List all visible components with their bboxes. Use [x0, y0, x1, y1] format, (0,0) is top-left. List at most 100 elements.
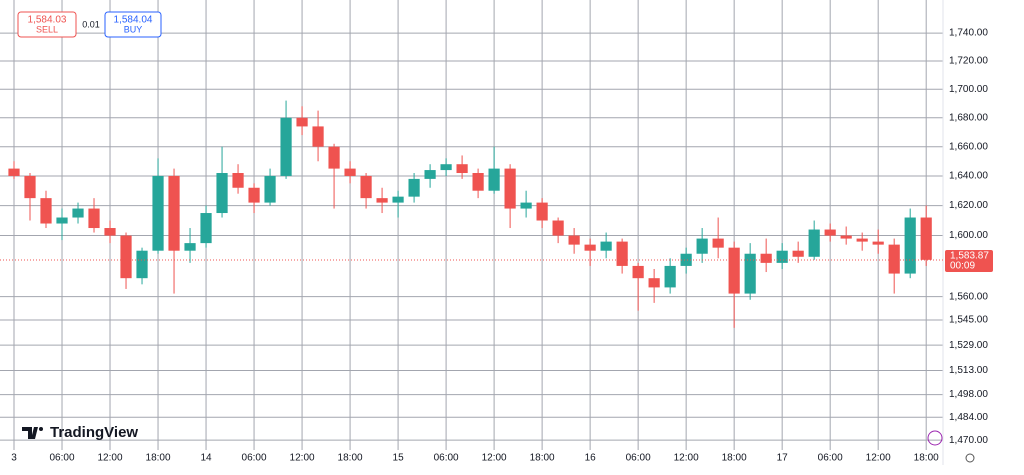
candle-body: [792, 250, 804, 257]
candle-body: [248, 187, 260, 203]
alert-icon[interactable]: [927, 430, 943, 446]
y-tick-label: 1,660.00: [949, 141, 988, 152]
candle-body: [8, 168, 20, 176]
y-tick-label: 1,529.00: [949, 340, 988, 351]
candle-body: [392, 196, 404, 203]
candle-body: [184, 243, 196, 251]
candle-body: [728, 247, 740, 294]
candle-body: [632, 265, 644, 279]
candle-body: [696, 238, 708, 254]
x-tick-label: 18:00: [146, 453, 171, 464]
candle-body: [808, 229, 820, 257]
candle-body: [856, 238, 868, 242]
y-tick-label: 1,620.00: [949, 200, 988, 211]
x-tick-label: 18:00: [914, 453, 939, 464]
candle-body: [648, 278, 660, 288]
candle-body: [456, 164, 468, 174]
candle-body: [312, 126, 324, 147]
buy-label: BUY: [124, 24, 143, 34]
y-tick-label: 1,513.00: [949, 365, 988, 376]
candle-body: [568, 235, 580, 245]
x-tick-label: 12:00: [674, 453, 699, 464]
candle-body: [376, 198, 388, 203]
candle-body: [88, 208, 100, 229]
candle-body: [440, 164, 452, 171]
y-tick-label: 1,740.00: [949, 28, 988, 39]
candle-body: [104, 228, 116, 236]
candle-body: [24, 175, 36, 199]
buy-price: 1,584.04: [114, 15, 153, 26]
y-tick-label: 1,640.00: [949, 171, 988, 182]
candle-body: [680, 253, 692, 266]
candle-body: [504, 168, 516, 209]
logo-icon: [22, 427, 38, 439]
candle-body: [776, 250, 788, 263]
candle-body: [296, 117, 308, 127]
candle-body: [552, 220, 564, 236]
x-tick-label: 12:00: [866, 453, 891, 464]
candle-body: [600, 241, 612, 251]
sell-price: 1,584.03: [28, 15, 67, 26]
brand: TradingView: [22, 424, 138, 441]
y-tick-label: 1,484.00: [949, 412, 988, 423]
x-tick-label: 18:00: [722, 453, 747, 464]
candle-body: [712, 238, 724, 248]
y-tick-label: 1,498.00: [949, 389, 988, 400]
y-tick-label: 1,560.00: [949, 291, 988, 302]
countdown: 00:09: [950, 261, 975, 272]
x-tick-label: 18:00: [530, 453, 555, 464]
x-tick-label: 3: [11, 453, 17, 464]
y-tick-label: 1,545.00: [949, 315, 988, 326]
settings-icon[interactable]: [965, 453, 975, 463]
x-tick-label: 06:00: [626, 453, 651, 464]
last-price-tag: [945, 250, 993, 273]
spread: 0.01: [82, 19, 100, 29]
candle-body: [72, 208, 84, 218]
candle-body: [520, 202, 532, 209]
x-tick-label: 12:00: [290, 453, 315, 464]
x-tick-label: 12:00: [482, 453, 507, 464]
candle-body: [584, 244, 596, 251]
candle-body: [40, 198, 52, 224]
trade-panel: 1,584.03 SELL 0.01 1,584.04 BUY: [17, 11, 162, 38]
candle-body: [744, 253, 756, 294]
candle-body: [904, 217, 916, 274]
last-price-label: 1,583.87: [950, 251, 989, 262]
candle-body: [216, 173, 228, 214]
candle-body: [232, 173, 244, 188]
candle-body: [760, 253, 772, 263]
x-tick-label: 17: [777, 453, 789, 464]
x-tick-label: 06:00: [818, 453, 843, 464]
candle-body: [152, 175, 164, 251]
candle-body: [56, 217, 68, 224]
y-tick-label: 1,600.00: [949, 230, 988, 241]
x-tick-label: 14: [200, 453, 212, 464]
x-tick-label: 12:00: [98, 453, 123, 464]
candle-body: [328, 146, 340, 169]
candle-body: [664, 265, 676, 288]
candle-body: [616, 241, 628, 266]
y-tick-label: 1,470.00: [949, 435, 988, 446]
candle-body: [200, 213, 212, 244]
candle-body: [264, 175, 276, 203]
sell-button[interactable]: [17, 11, 77, 38]
buy-button[interactable]: [104, 11, 162, 38]
candle-body: [280, 117, 292, 176]
candle-body: [168, 175, 180, 251]
x-tick-label: 06:00: [242, 453, 267, 464]
logo-dot: [39, 427, 43, 431]
x-tick-label: 06:00: [49, 453, 74, 464]
x-tick-label: 06:00: [434, 453, 459, 464]
candle-body: [488, 168, 500, 191]
candle-body: [344, 168, 356, 176]
candle-body: [920, 217, 932, 260]
brand-name: TradingView: [50, 424, 138, 441]
candle-body: [536, 202, 548, 221]
x-tick-label: 16: [585, 453, 597, 464]
candle-body: [360, 175, 372, 199]
candle-body: [408, 178, 420, 197]
x-tick-label: 15: [393, 453, 405, 464]
y-tick-label: 1,680.00: [949, 112, 988, 123]
y-tick-label: 1,720.00: [949, 56, 988, 67]
